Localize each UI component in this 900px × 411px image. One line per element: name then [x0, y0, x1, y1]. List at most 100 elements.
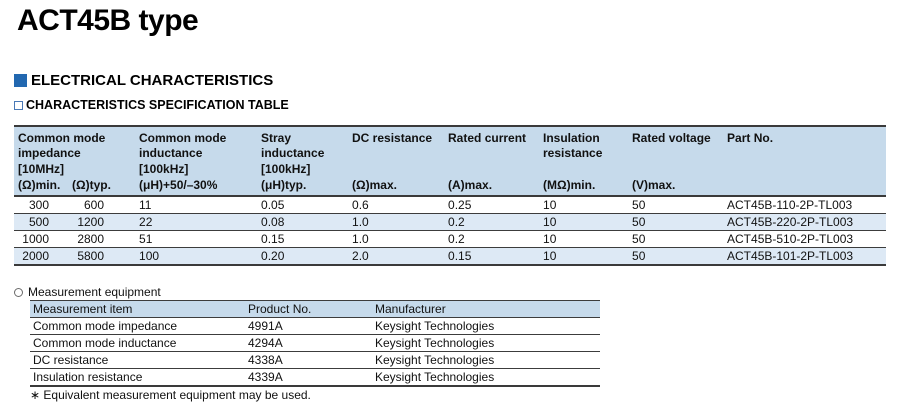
table-row: 500 1200 22 0.08 1.0 0.2 10 50 ACT45B-22…: [14, 213, 887, 231]
header-frequency-row: [10MHz] [100kHz] [100kHz]: [14, 162, 887, 178]
col-unit: (A)max.: [444, 178, 540, 196]
product-no-cell: 4339A: [248, 370, 283, 384]
col-unit: (μH)typ.: [257, 178, 349, 196]
col-header: Rated current: [444, 126, 540, 162]
electrical-characteristics-heading: ELECTRICAL CHARACTERISTICS: [14, 72, 273, 89]
col-header: Insulation resistance: [539, 126, 629, 162]
measurement-item-cell: Common mode impedance: [33, 319, 178, 333]
spec-cell: 2800: [77, 232, 105, 246]
manufacturer-cell: Keysight Technologies: [375, 370, 495, 384]
table-row: DC resistance 4338A Keysight Technologie…: [30, 351, 600, 369]
spec-cell: 0.20: [261, 249, 285, 263]
spec-table-heading: CHARACTERISTICS SPECIFICATION TABLE: [14, 98, 289, 112]
spec-cell: 51: [139, 232, 153, 246]
col-unit: (V)max.: [628, 178, 724, 196]
spec-cell: 0.15: [448, 249, 472, 263]
col-header: Stray inductance: [257, 126, 349, 162]
spec-cell: 50: [632, 232, 646, 246]
col-unit: (Ω)min.: [14, 178, 68, 196]
col-header: Common mode inductance: [135, 126, 258, 162]
manufacturer-cell: Keysight Technologies: [375, 319, 495, 333]
spec-cell: 0.2: [448, 215, 465, 229]
part-number-cell: ACT45B-101-2P-TL003: [727, 249, 854, 263]
product-no-cell: 4991A: [248, 319, 283, 333]
col-header: Part No.: [723, 126, 887, 162]
section-heading-label: ELECTRICAL CHARACTERISTICS: [31, 72, 274, 89]
spec-cell: 500: [28, 215, 49, 229]
col-frequency: [444, 162, 540, 178]
measurement-equipment-heading: Measurement equipment: [14, 285, 161, 299]
spec-cell: 0.15: [261, 232, 285, 246]
spec-table: Common mode impedance Common mode induct…: [14, 125, 887, 266]
spec-cell: 2000: [22, 249, 49, 263]
spec-cell: 0.25: [448, 198, 472, 212]
circle-bullet-icon: [14, 287, 23, 297]
spec-cell: 10: [543, 249, 557, 263]
spec-cell: 100: [139, 249, 160, 263]
spec-cell: 600: [83, 198, 105, 212]
page-title: ACT45B type: [17, 4, 199, 37]
spec-cell: 1000: [22, 232, 49, 246]
table-row: 300 600 11 0.05 0.6 0.25 10 50 ACT45B-11…: [14, 196, 886, 214]
spec-cell: 11: [139, 198, 152, 212]
col-header: Common mode impedance: [14, 126, 136, 162]
spec-cell: 22: [139, 215, 153, 229]
spec-cell: 50: [632, 215, 646, 229]
sub-heading-label: CHARACTERISTICS SPECIFICATION TABLE: [26, 98, 289, 112]
col-header: Product No.: [245, 300, 372, 318]
col-header: Measurement item: [30, 300, 245, 318]
table-row: Common mode impedance 4991A Keysight Tec…: [30, 318, 600, 335]
measurement-item-cell: Insulation resistance: [33, 370, 143, 384]
spec-cell: 1200: [77, 215, 105, 229]
col-frequency: [348, 162, 445, 178]
table-row: 2000 5800 100 0.20 2.0 0.15 10 50 ACT45B…: [14, 247, 887, 265]
header-name-row: Common mode impedance Common mode induct…: [14, 126, 887, 162]
section-marker-icon: [14, 74, 27, 87]
col-unit: (MΩ)min.: [539, 178, 629, 196]
measurement-item-cell: Common mode inductance: [33, 336, 177, 350]
spec-cell: 50: [632, 249, 646, 263]
measurement-item-cell: DC resistance: [33, 353, 109, 367]
spec-cell: 10: [543, 198, 557, 212]
spec-table-header: Common mode impedance Common mode induct…: [14, 126, 887, 196]
table-row: Insulation resistance 4339A Keysight Tec…: [30, 368, 600, 387]
col-header: DC resistance: [348, 126, 445, 162]
header-row: Measurement item Product No. Manufacture…: [30, 300, 600, 318]
spec-cell: 0.05: [261, 198, 285, 212]
spec-cell: 1.0: [352, 215, 369, 229]
col-unit: (Ω)typ.: [68, 178, 136, 196]
spec-cell: 0.08: [261, 215, 285, 229]
spec-cell: 10: [543, 232, 557, 246]
spec-cell: 10: [543, 215, 557, 229]
equivalence-note: ∗ Equivalent measurement equipment may b…: [30, 388, 311, 402]
col-unit: (Ω)max.: [348, 178, 445, 196]
spec-cell: 50: [632, 198, 646, 212]
col-header: Rated voltage: [628, 126, 724, 162]
part-number-cell: ACT45B-510-2P-TL003: [727, 232, 854, 246]
product-no-cell: 4294A: [248, 336, 283, 350]
col-frequency: [100kHz]: [135, 162, 258, 178]
part-number-cell: ACT45B-220-2P-TL003: [727, 215, 854, 229]
col-frequency: [10MHz]: [14, 162, 136, 178]
measurement-table: Measurement item Product No. Manufacture…: [30, 300, 600, 387]
spec-cell: 300: [28, 198, 49, 212]
product-no-cell: 4338A: [248, 353, 283, 367]
subsection-marker-icon: [14, 100, 23, 110]
part-number-cell: ACT45B-110-2P-TL003: [727, 198, 853, 212]
spec-cell: 2.0: [352, 249, 369, 263]
spec-cell: 1.0: [352, 232, 369, 246]
col-frequency: [539, 162, 629, 178]
spec-cell: 5800: [77, 249, 105, 263]
manufacturer-cell: Keysight Technologies: [375, 353, 495, 367]
col-frequency: [628, 162, 724, 178]
col-frequency: [100kHz]: [257, 162, 349, 178]
col-unit: [723, 178, 887, 196]
measurement-table-header: Measurement item Product No. Manufacture…: [30, 300, 600, 318]
manufacturer-cell: Keysight Technologies: [375, 336, 495, 350]
col-header: Manufacturer: [372, 300, 600, 318]
spec-cell: 0.6: [352, 198, 369, 212]
col-unit: (μH)+50/–30%: [135, 178, 258, 196]
spec-cell: 0.2: [448, 232, 465, 246]
table-row: Common mode inductance 4294A Keysight Te…: [30, 334, 600, 352]
